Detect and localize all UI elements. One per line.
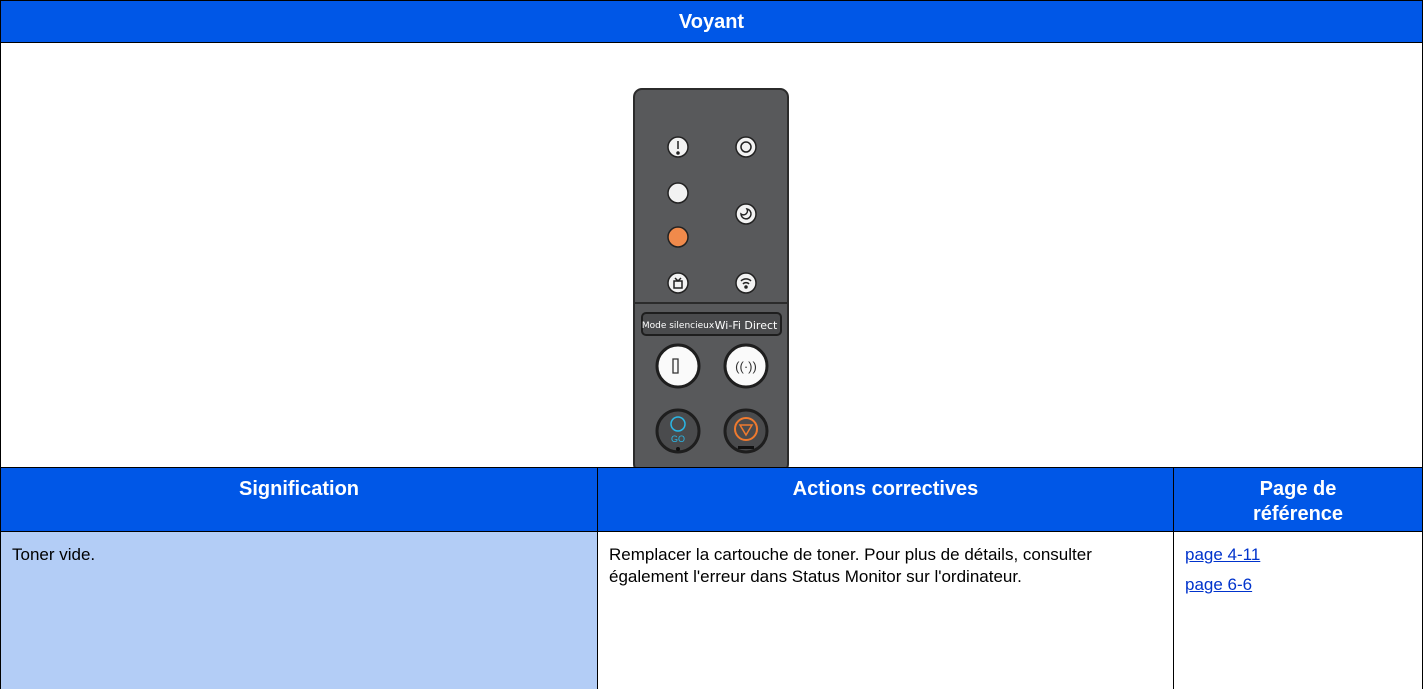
table-cell: Toner vide. [0,531,598,689]
go-label: GO [671,434,685,444]
page-link[interactable]: page 6-6 [1185,575,1253,594]
cell-text: Toner vide. [12,545,96,564]
control-panel: Mode silencieux Wi-Fi Direct [633,88,789,467]
panel-label: Mode silencieux [642,321,715,331]
column-title: Page de référence [1252,478,1344,525]
table-cell: page 4-11 page 6-6 [1173,531,1423,689]
table-cell: Remplacer la cartouche de toner. Pour pl… [597,531,1174,689]
header-cell: Voyant [0,0,1423,43]
column-title: Actions correctives [792,478,979,500]
image-cell: Mode silencieux Wi-Fi Direct [0,42,1423,468]
svg-text:((·)): ((·)) [735,359,757,374]
cell-text: Remplacer la cartouche de toner. Pour pl… [609,545,1092,586]
column-header: Actions correctives [597,467,1174,532]
column-title: Signification [239,478,359,500]
page-link[interactable]: page 4-11 [1185,545,1261,564]
panel-label: Wi-Fi Direct [715,319,778,332]
column-header: Page de référence [1173,467,1423,532]
header-title: Voyant [678,11,745,33]
column-header: Signification [0,467,598,532]
